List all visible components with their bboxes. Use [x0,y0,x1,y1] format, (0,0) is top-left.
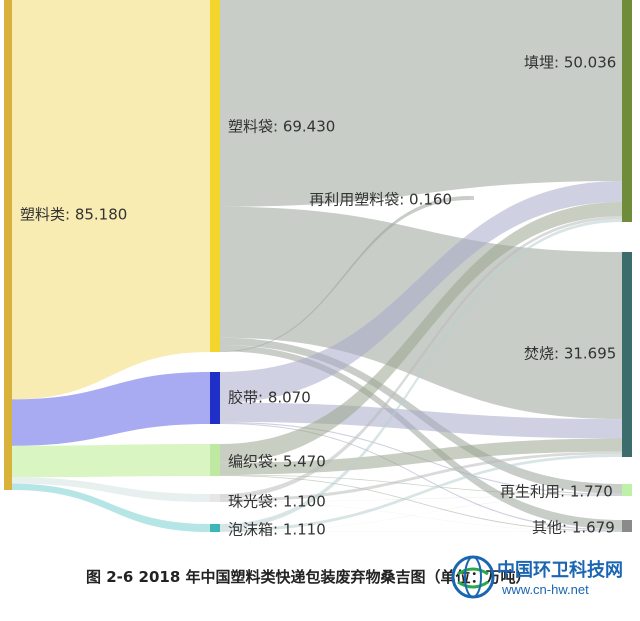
sankey-labels: 塑料类: 85.180 塑料袋: 69.430 胶带: 8.070 编织袋: 5.47… [20,54,616,539]
node-tape [210,372,220,424]
node-label-burn: 焚烧: 31.695 [524,345,616,363]
link-plastic-pearl [12,477,210,502]
node-woven [210,444,220,476]
sankey-links [12,0,622,532]
link-pearl-recycle [220,495,622,502]
watermark-url: www.cn-hw.net [502,582,589,597]
link-woven-recycle [220,474,622,496]
link-bag-landfill [220,0,622,207]
link-woven-other [220,475,622,532]
globe-logo-icon [451,555,495,599]
node-landfill [622,0,632,222]
link-pearl-burn [220,451,622,502]
node-label-foam: 泡沫箱: 1.110 [228,521,326,539]
node-label-woven: 编织袋: 5.470 [228,453,326,471]
link-tape-burn [220,402,622,439]
node-label-other: 其他: 1.679 [532,519,615,537]
sankey-nodes [4,0,632,532]
link-tape-landfill [220,180,622,403]
link-bag-other [220,345,622,530]
node-label-pearl: 珠光袋: 1.100 [228,493,326,511]
link-pearl-landfill [220,216,622,499]
node-recycle [622,484,632,496]
node-plastic [4,0,12,490]
node-foam [210,524,220,532]
link-foam-landfill [220,219,622,529]
node-other [622,520,632,532]
node-bag [210,0,220,352]
node-reuse [470,196,474,200]
link-bag-burn [220,206,622,420]
watermark-name: 中国环卫科技网 [497,560,623,581]
link-plastic-woven [12,444,210,478]
node-pearl [210,494,220,502]
node-label-plastic: 塑料类: 85.180 [20,206,127,224]
node-label-landfill: 填埋: 50.036 [524,54,616,72]
link-pearl-other [220,501,622,532]
node-label-reuse: 再利用塑料袋: 0.160 [309,191,452,209]
link-plastic-foam [12,483,210,532]
link-bag-reuse [220,196,470,352]
node-label-bag: 塑料袋: 69.430 [228,118,335,136]
link-woven-landfill [220,201,622,463]
link-plastic-tape [12,372,210,446]
link-foam-burn [220,454,622,532]
watermark: 中国环卫科技网 www.cn-hw.net [450,552,640,616]
node-burn [622,252,632,457]
node-label-tape: 胶带: 8.070 [228,389,311,407]
link-foam-recycle [220,495,622,532]
link-plastic-bag [12,0,210,400]
figure-caption: 图 2-6 2018 年中国塑料类快递包装废弃物桑吉图（单位：万吨） [86,568,531,586]
node-label-recycle: 再生利用: 1.770 [500,483,613,501]
